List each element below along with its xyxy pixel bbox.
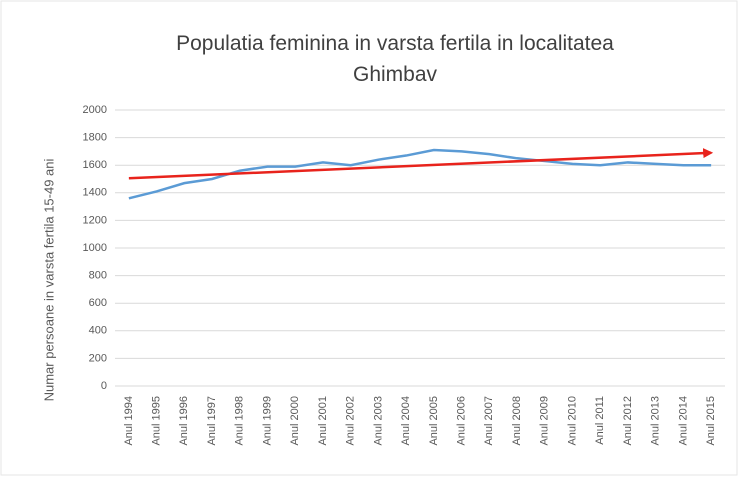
x-tick-label: Anul 2003 <box>372 396 384 446</box>
x-tick-label: Anul 2012 <box>622 396 634 446</box>
x-tick-label: Anul 2014 <box>677 396 689 446</box>
x-tick-label: Anul 2005 <box>428 396 440 446</box>
x-tick-label: Anul 2008 <box>511 396 523 446</box>
x-tick-label: Anul 2000 <box>289 396 301 446</box>
x-tick-label: Anul 2010 <box>566 396 578 446</box>
x-tick-label: Anul 2007 <box>483 396 495 446</box>
y-tick-label: 1000 <box>83 242 107 254</box>
x-tick-label: Anul 1996 <box>178 396 190 446</box>
y-tick-label: 400 <box>89 325 107 337</box>
y-tick-label: 0 <box>101 380 107 392</box>
x-tick-label: Anul 1995 <box>150 396 162 446</box>
y-tick-label: 1200 <box>83 214 107 226</box>
y-tick-label: 800 <box>89 270 107 282</box>
chart-title: Populatia feminina in varsta fertila in … <box>176 32 614 86</box>
y-tick-label: 2000 <box>83 104 107 116</box>
y-tick-label: 600 <box>89 297 107 309</box>
y-axis-label: Numar persoane in varsta fertila 15-49 a… <box>41 158 56 401</box>
y-tick-label: 1600 <box>83 159 107 171</box>
x-tick-label: Anul 2011 <box>594 396 606 445</box>
x-tick-label: Anul 1994 <box>123 396 135 446</box>
y-tick-label: 1400 <box>83 187 107 199</box>
x-tick-label: Anul 2002 <box>345 396 357 446</box>
x-tick-label: Anul 1998 <box>234 396 246 446</box>
y-tick-label: 200 <box>89 352 107 364</box>
x-tick-label: Anul 1997 <box>206 396 218 446</box>
y-tick-label: 1800 <box>83 132 107 144</box>
x-tick-label: Anul 2009 <box>539 396 551 446</box>
x-tick-label: Anul 1999 <box>261 396 273 446</box>
x-tick-label: Anul 2001 <box>317 396 329 446</box>
trend-line <box>128 148 714 180</box>
x-tick-label: Anul 2006 <box>455 396 467 446</box>
x-tick-label: Anul 2015 <box>705 396 717 446</box>
x-tick-label: Anul 2004 <box>400 396 412 446</box>
x-tick-label: Anul 2013 <box>650 396 662 446</box>
